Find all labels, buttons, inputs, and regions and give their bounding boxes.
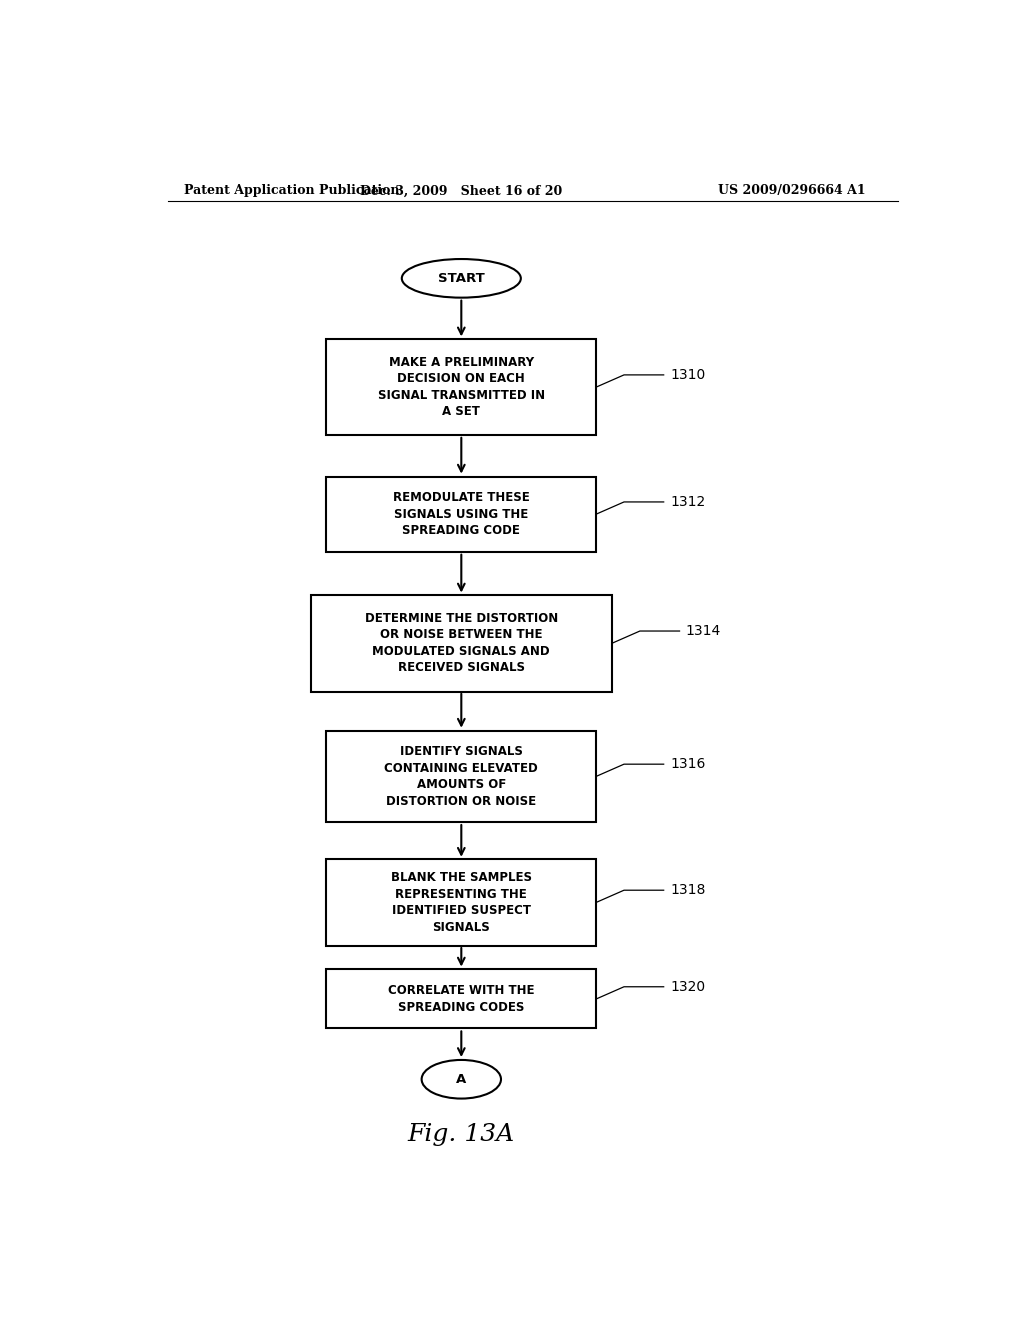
Text: CORRELATE WITH THE
SPREADING CODES: CORRELATE WITH THE SPREADING CODES bbox=[388, 985, 535, 1014]
FancyBboxPatch shape bbox=[310, 595, 612, 692]
Text: 1314: 1314 bbox=[686, 624, 721, 638]
Ellipse shape bbox=[401, 259, 521, 297]
Text: BLANK THE SAMPLES
REPRESENTING THE
IDENTIFIED SUSPECT
SIGNALS: BLANK THE SAMPLES REPRESENTING THE IDENT… bbox=[391, 871, 531, 933]
Ellipse shape bbox=[422, 1060, 501, 1098]
Text: 1320: 1320 bbox=[670, 979, 706, 994]
Text: US 2009/0296664 A1: US 2009/0296664 A1 bbox=[719, 185, 866, 198]
Text: 1310: 1310 bbox=[670, 368, 706, 381]
Text: REMODULATE THESE
SIGNALS USING THE
SPREADING CODE: REMODULATE THESE SIGNALS USING THE SPREA… bbox=[393, 491, 529, 537]
Text: 1312: 1312 bbox=[670, 495, 706, 510]
Text: Fig. 13A: Fig. 13A bbox=[408, 1122, 515, 1146]
FancyBboxPatch shape bbox=[327, 731, 596, 822]
FancyBboxPatch shape bbox=[327, 859, 596, 945]
FancyBboxPatch shape bbox=[327, 339, 596, 436]
FancyBboxPatch shape bbox=[327, 477, 596, 552]
FancyBboxPatch shape bbox=[327, 969, 596, 1028]
Text: DETERMINE THE DISTORTION
OR NOISE BETWEEN THE
MODULATED SIGNALS AND
RECEIVED SIG: DETERMINE THE DISTORTION OR NOISE BETWEE… bbox=[365, 612, 558, 675]
Text: START: START bbox=[438, 272, 484, 285]
Text: 1318: 1318 bbox=[670, 883, 706, 898]
Text: MAKE A PRELIMINARY
DECISION ON EACH
SIGNAL TRANSMITTED IN
A SET: MAKE A PRELIMINARY DECISION ON EACH SIGN… bbox=[378, 356, 545, 418]
Text: 1316: 1316 bbox=[670, 758, 706, 771]
Text: A: A bbox=[456, 1073, 467, 1086]
Text: Dec. 3, 2009   Sheet 16 of 20: Dec. 3, 2009 Sheet 16 of 20 bbox=[360, 185, 562, 198]
Text: IDENTIFY SIGNALS
CONTAINING ELEVATED
AMOUNTS OF
DISTORTION OR NOISE: IDENTIFY SIGNALS CONTAINING ELEVATED AMO… bbox=[384, 744, 539, 808]
Text: Patent Application Publication: Patent Application Publication bbox=[183, 185, 399, 198]
